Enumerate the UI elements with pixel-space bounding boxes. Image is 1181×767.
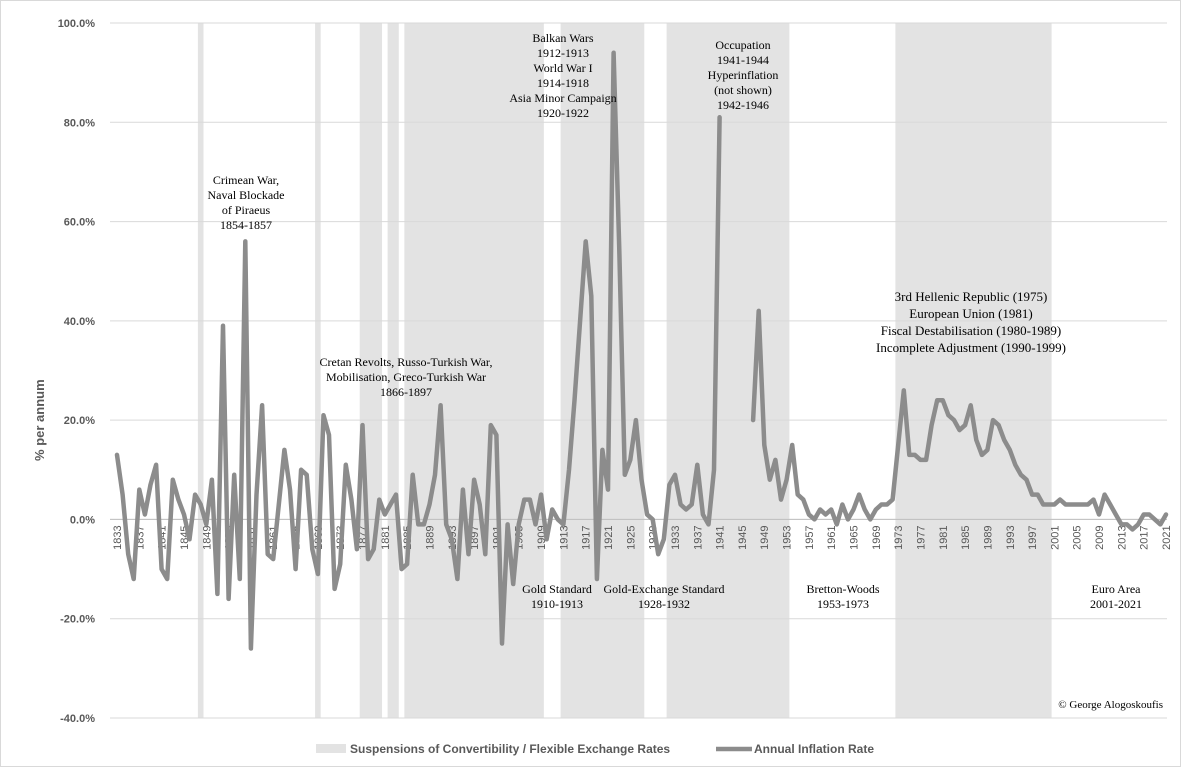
x-tick-label: 1981 [938, 525, 950, 549]
copyright-note: © George Alogoskoufis [1058, 699, 1163, 711]
annotation-line: Euro Area [1092, 582, 1142, 596]
x-tick-label: 1953 [782, 525, 794, 549]
y-axis-label: % per annum [32, 379, 47, 461]
shaded-period-4 [387, 23, 399, 718]
annotation-line: 3rd Hellenic Republic (1975) [895, 289, 1048, 304]
x-tick-label: 2013 [1116, 525, 1128, 549]
annotation-line: Asia Minor Campaign [509, 91, 616, 105]
annotation-line: Incomplete Adjustment (1990-1999) [876, 340, 1066, 355]
annotation-line: European Union (1981) [909, 306, 1032, 321]
x-tick-label: 2001 [1049, 525, 1061, 549]
y-tick-label: 20.0% [64, 415, 95, 427]
annotation-line: 1914-1918 [537, 76, 589, 90]
x-tick-label: 1961 [826, 525, 838, 549]
annotation-line: 2001-2021 [1090, 597, 1142, 611]
y-tick-label: 60.0% [64, 217, 95, 229]
shaded-period-5 [404, 23, 544, 718]
x-tick-label: 1949 [759, 525, 771, 549]
x-tick-label: 1933 [670, 525, 682, 549]
x-tick-label: 1833 [112, 525, 124, 549]
annotation-line: 1941-1944 [717, 53, 769, 67]
annotation-line: 1928-1932 [638, 597, 690, 611]
x-tick-label: 1997 [1027, 525, 1039, 549]
annotation-line: Balkan Wars [532, 31, 593, 45]
annotation-line: 1942-1946 [717, 98, 769, 112]
annotation-line: (not shown) [714, 83, 772, 97]
annotation-line: 1866-1897 [380, 385, 432, 399]
x-tick-label: 1969 [871, 525, 883, 549]
x-tick-label: 1849 [201, 525, 213, 549]
annotation-line: Bretton-Woods [806, 582, 879, 596]
annotation-line: 1854-1857 [220, 218, 272, 232]
y-tick-label: 100.0% [58, 18, 96, 30]
annotation-line: Fiscal Destabilisation (1980-1989) [881, 323, 1062, 338]
x-tick-label: 1941 [715, 525, 727, 549]
shaded-period-2 [315, 23, 321, 718]
shaded-period-6 [560, 23, 645, 718]
x-tick-label: 1977 [915, 525, 927, 549]
x-tick-label: 1917 [581, 525, 593, 549]
x-tick-label: 1985 [960, 525, 972, 549]
x-tick-label: 2017 [1139, 525, 1151, 549]
x-tick-label: 1913 [558, 525, 570, 549]
y-tick-label: 40.0% [64, 316, 95, 328]
annotation-line: Hyperinflation [708, 68, 779, 82]
annotation-line: Crimean War, [213, 173, 279, 187]
x-tick-label: 1881 [380, 525, 392, 549]
annotation-line: 1920-1922 [537, 106, 589, 120]
x-tick-label: 2005 [1072, 525, 1084, 549]
x-tick-label: 1945 [737, 525, 749, 549]
shaded-period-1 [197, 23, 204, 718]
y-tick-label: 0.0% [70, 514, 95, 526]
annotation-line: Cretan Revolts, Russo-Turkish War, [320, 355, 493, 369]
y-tick-label: 80.0% [64, 117, 95, 129]
x-tick-label: 1937 [692, 525, 704, 549]
x-tick-label: 1993 [1005, 525, 1017, 549]
legend-label-shading: Suspensions of Convertibility / Flexible… [350, 742, 670, 756]
annotation-line: Occupation [715, 38, 770, 52]
annotation-line: 1953-1973 [817, 597, 869, 611]
x-tick-label: 2009 [1094, 525, 1106, 549]
annotation-line: World War I [533, 61, 592, 75]
x-tick-label: 2021 [1161, 525, 1173, 549]
annotation-line: Gold-Exchange Standard [604, 582, 725, 596]
annotation-line: Naval Blockade [208, 188, 285, 202]
x-tick-label: 1989 [982, 525, 994, 549]
legend-swatch-shading [316, 744, 346, 753]
x-tick-label: 1889 [424, 525, 436, 549]
x-tick-label: 1925 [625, 525, 637, 549]
shaded-period-8 [895, 23, 1052, 718]
annotation-line: 1910-1913 [531, 597, 583, 611]
x-tick-label: 1973 [893, 525, 905, 549]
annotation-line: Mobilisation, Greco-Turkish War [326, 370, 486, 384]
y-tick-label: -20.0% [60, 614, 95, 626]
y-tick-label: -40.0% [60, 713, 95, 725]
x-tick-label: 1921 [603, 525, 615, 549]
shaded-period-7 [666, 23, 790, 718]
annotation-line: 1912-1913 [537, 46, 589, 60]
x-tick-label: 1965 [849, 525, 861, 549]
legend-label-inflation: Annual Inflation Rate [754, 742, 874, 756]
annotation-line: Gold Standard [522, 582, 592, 596]
annotation-line: of Piraeus [222, 203, 271, 217]
x-tick-label: 1957 [804, 525, 816, 549]
